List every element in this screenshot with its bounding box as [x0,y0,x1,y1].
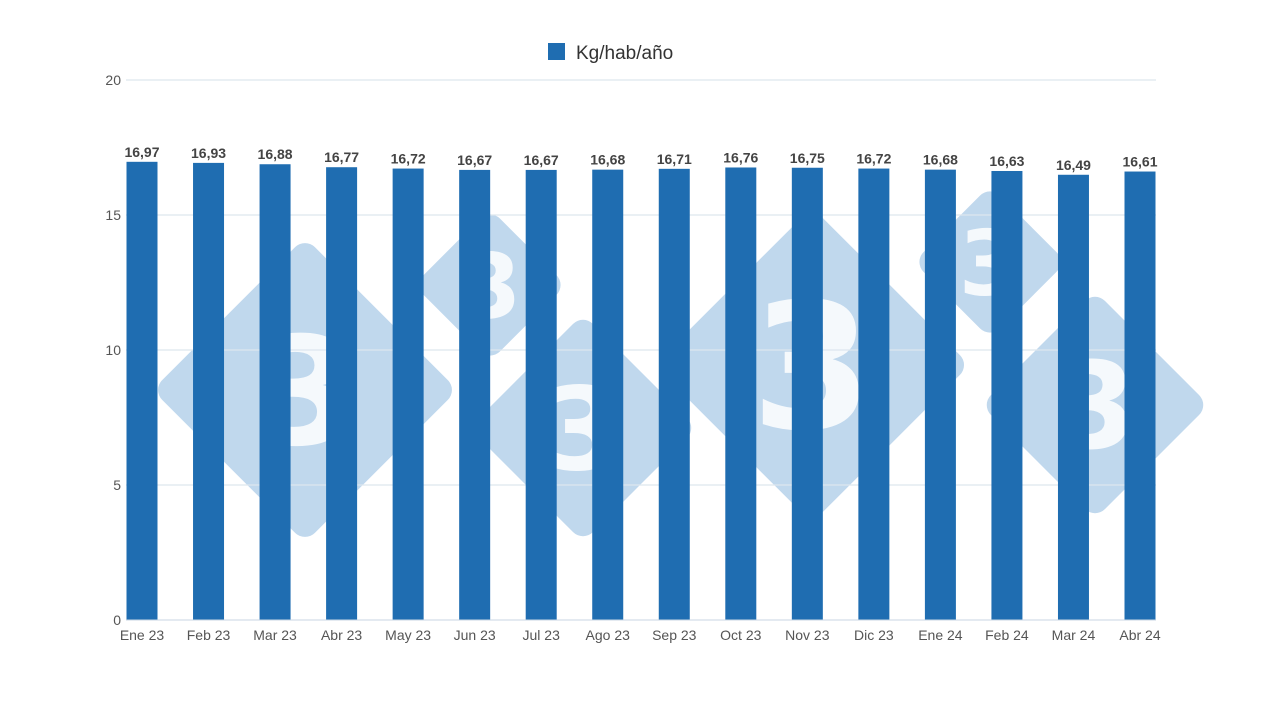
data-label: 16,88 [258,146,293,162]
y-axis: 0 5 10 15 20 [105,72,121,628]
x-axis: Ene 23 Feb 23 Mar 23 Abr 23 May 23 Jun 23 Jul … [120,619,1161,643]
bar[interactable] [725,167,757,621]
x-tick-label: Ene 23 [120,627,165,643]
y-tick-label: 0 [113,612,121,628]
y-tick-label: 20 [105,72,121,88]
data-label: 16,75 [790,150,825,166]
bar[interactable] [592,169,624,620]
x-tick-label: Ene 24 [918,627,963,643]
data-label: 16,68 [923,152,958,168]
bar[interactable] [193,162,225,620]
x-tick-label: Sep 23 [652,627,697,643]
gridlines [126,79,1156,486]
data-label: 16,67 [457,152,492,168]
x-tick-label: Feb 23 [187,627,231,643]
data-label: 16,72 [391,151,426,167]
bar[interactable] [326,167,358,620]
bar[interactable] [858,168,890,620]
bar[interactable] [525,169,557,620]
x-tick-label: May 23 [385,627,431,643]
bar[interactable] [924,169,956,620]
bar[interactable] [791,167,823,620]
y-tick-label: 10 [105,342,121,358]
x-tick-label: Nov 23 [785,627,830,643]
x-tick-label: Dic 23 [854,627,894,643]
x-tick-label: Mar 24 [1052,627,1096,643]
bar[interactable] [126,161,158,620]
data-label: 16,76 [723,149,758,165]
data-label: 16,63 [989,153,1024,169]
x-tick-label: Jun 23 [454,627,496,643]
data-labels: 16,97 16,93 16,88 16,77 16,72 16,67 16,67 16,68… [124,144,1157,173]
legend[interactable]: Kg/hab/año [548,43,673,64]
x-tick-label: Jul 23 [523,627,561,643]
data-label: 16,68 [590,152,625,168]
data-label: 16,93 [191,145,226,161]
x-tick-label: Feb 24 [985,627,1029,643]
bars [126,161,1156,621]
y-tick-label: 5 [113,477,121,493]
x-tick-label: Abr 23 [321,627,362,643]
bar[interactable] [991,170,1023,621]
bar[interactable] [1124,171,1156,620]
data-label: 16,77 [324,149,359,165]
bar[interactable] [658,168,690,620]
x-tick-label: Oct 23 [720,627,761,643]
data-label: 16,49 [1056,157,1091,173]
data-label: 16,72 [856,151,891,167]
data-label: 16,97 [124,144,159,160]
y-tick-label: 15 [105,207,121,223]
x-tick-label: Abr 24 [1119,627,1160,643]
data-label: 16,67 [524,152,559,168]
watermark-diamond [158,243,452,537]
bar[interactable] [1057,174,1089,620]
bar[interactable] [392,168,424,620]
legend-label[interactable]: Kg/hab/año [576,43,673,64]
legend-swatch[interactable] [548,43,565,60]
data-label: 16,61 [1122,154,1157,170]
bar[interactable] [459,169,491,620]
data-label: 16,71 [657,151,692,167]
x-tick-label: Ago 23 [586,627,631,643]
x-tick-label: Mar 23 [253,627,297,643]
bar[interactable] [259,164,291,621]
